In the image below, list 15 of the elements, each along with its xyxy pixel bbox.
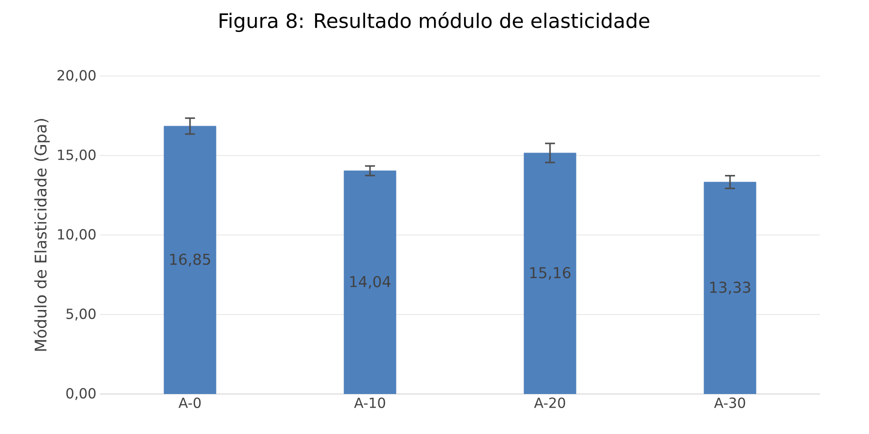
- y-tick-label: 0,00: [66, 388, 96, 400]
- y-axis-title: Módulo de Elasticidade (Gpa): [34, 118, 50, 351]
- data-label: 15,16: [530, 267, 570, 280]
- data-label: 14,04: [350, 276, 391, 289]
- y-tick-label: 15,00: [58, 150, 96, 162]
- y-tick-label: 10,00: [58, 229, 96, 241]
- x-tick-label: A-10: [354, 398, 386, 408]
- data-label: 16,85: [170, 254, 210, 266]
- chart-title: Figura 8: Resultado módulo de elasticidade: [220, 12, 650, 32]
- y-tick-label: 20,00: [58, 70, 96, 82]
- x-tick-label: A-20: [534, 398, 566, 408]
- x-tick-label: A-0: [178, 398, 201, 408]
- data-label: 13,33: [710, 282, 750, 294]
- x-tick-label: A-30: [714, 398, 746, 408]
- y-tick-label: 5,00: [66, 308, 96, 320]
